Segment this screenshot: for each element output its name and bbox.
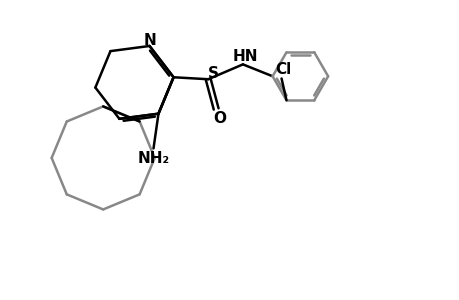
Text: S: S	[208, 66, 219, 81]
Text: Cl: Cl	[275, 62, 291, 77]
Text: HN: HN	[232, 49, 257, 64]
Text: O: O	[213, 111, 226, 126]
Text: N: N	[143, 32, 156, 47]
Text: NH₂: NH₂	[137, 151, 169, 166]
